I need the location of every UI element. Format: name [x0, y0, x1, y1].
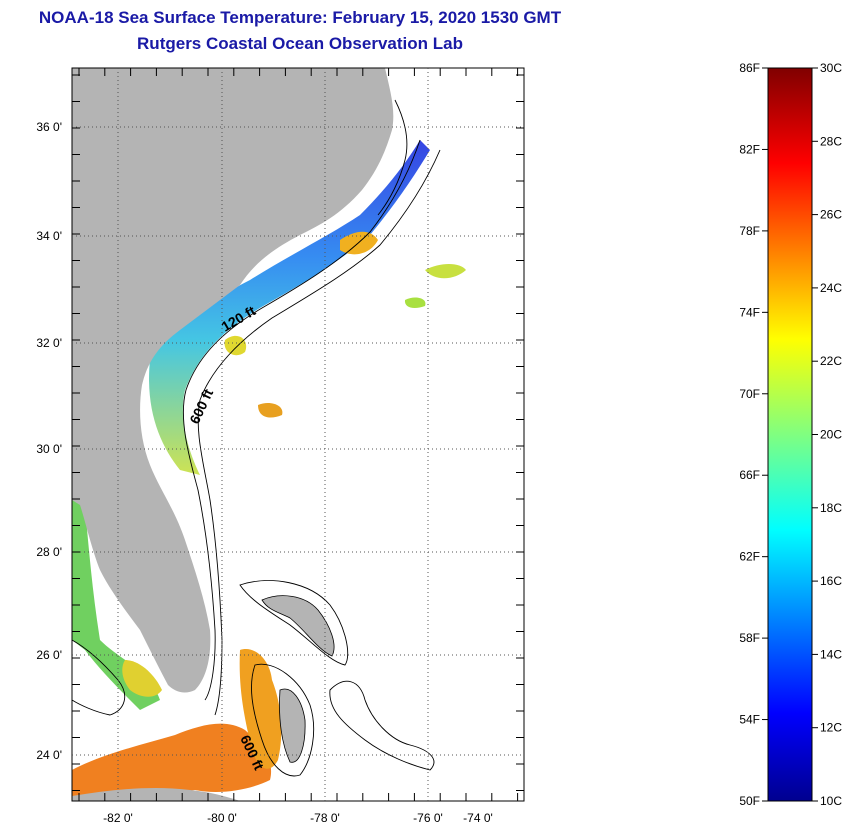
- contour-bahamas-2: [251, 663, 315, 777]
- land-andros: [279, 688, 306, 763]
- colorbar-f-label: 78F: [739, 224, 760, 238]
- colorbar-f-label: 82F: [739, 142, 760, 156]
- colorbar-c-label: 10C: [820, 794, 842, 808]
- contour-outer-shelf: [377, 99, 408, 216]
- colorbar-f-label: 50F: [739, 794, 760, 808]
- land-grand-bahama: [261, 595, 335, 657]
- contour-bahamas-1: [239, 580, 349, 666]
- colorbar-c-label: 28C: [820, 134, 842, 148]
- map-title: NOAA-18 Sea Surface Temperature: Februar…: [38, 8, 562, 27]
- colorbar-c-label: 24C: [820, 281, 842, 295]
- longitude-label: -78 0': [310, 811, 340, 825]
- colorbar-c-label: 26C: [820, 208, 842, 222]
- colorbar-f-label: 86F: [739, 61, 760, 75]
- contour-west-florida: [72, 639, 126, 716]
- latitude-label: 28 0': [36, 545, 62, 559]
- colorbar-fahrenheit-labels: 86F 82F 78F 74F 70F 66F 62F 58F 54F 50F: [739, 61, 768, 808]
- sst-warm-patch-shelf: [224, 335, 247, 356]
- colorbar-c-label: 30C: [820, 61, 842, 75]
- colorbar-gradient: [767, 67, 813, 802]
- axis-ticks: [72, 68, 524, 801]
- contour-600ft: [197, 149, 441, 716]
- contour-120ft: [182, 139, 421, 701]
- sst-coastal-band: [149, 140, 430, 475]
- longitude-label: -80 0': [207, 811, 237, 825]
- colorbar-f-label: 74F: [739, 305, 760, 319]
- contour-bahamas-3: [329, 680, 435, 771]
- longitude-label: -76 0': [413, 811, 443, 825]
- colorbar-f-label: 62F: [739, 550, 760, 564]
- colorbar-f-label: 58F: [739, 631, 760, 645]
- latitude-label: 30 0': [36, 442, 62, 456]
- colorbar-f-label: 66F: [739, 468, 760, 482]
- sst-bahamas-warm: [239, 649, 282, 769]
- colorbar-celsius-labels: 30C 28C 26C 24C 22C 20C 18C 16C 14C 12C 10C: [812, 61, 842, 808]
- map-frame: [71, 67, 525, 802]
- sst-green-patch-east: [425, 264, 466, 279]
- colorbar-f-label: 54F: [739, 713, 760, 727]
- colorbar-f-label: 70F: [739, 387, 760, 401]
- latitude-label: 24 0': [36, 748, 62, 762]
- colorbar-c-label: 22C: [820, 354, 842, 368]
- latitude-label: 36 0': [36, 120, 62, 134]
- colorbar-c-label: 12C: [820, 721, 842, 735]
- sst-green-patch-east-2: [404, 297, 426, 308]
- longitude-label: -82 0': [103, 811, 133, 825]
- colorbar-c-label: 18C: [820, 501, 842, 515]
- latitude-labels: 36 0' 34 0' 32 0' 30 0' 28 0' 26 0' 24 0': [36, 120, 62, 762]
- longitude-label: -74 0': [463, 811, 493, 825]
- latitude-label: 34 0': [36, 229, 62, 243]
- colorbar-c-label: 16C: [820, 574, 842, 588]
- sst-west-florida: [72, 490, 160, 710]
- land-us-east: [72, 68, 394, 693]
- latitude-label: 26 0': [36, 648, 62, 662]
- sst-warm-patch-north: [340, 231, 378, 255]
- sst-keys-warm: [72, 723, 272, 801]
- graticule: [72, 68, 524, 801]
- colorbar-c-label: 20C: [820, 428, 842, 442]
- sst-warm-patch-shelf-2: [258, 403, 283, 418]
- longitude-labels: -82 0' -80 0' -78 0' -76 0' -74 0': [103, 811, 493, 825]
- map-subtitle: Rutgers Coastal Ocean Observation Lab: [137, 34, 463, 53]
- sst-west-florida-yellow: [122, 660, 162, 697]
- colorbar-c-label: 14C: [820, 647, 842, 661]
- latitude-label: 32 0': [36, 336, 62, 350]
